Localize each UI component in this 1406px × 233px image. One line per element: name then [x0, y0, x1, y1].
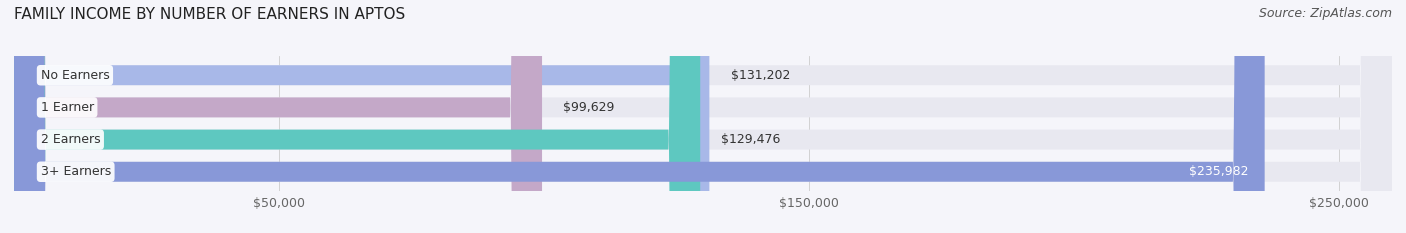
FancyBboxPatch shape [14, 0, 700, 233]
Text: $99,629: $99,629 [564, 101, 614, 114]
FancyBboxPatch shape [14, 0, 1392, 233]
Text: 2 Earners: 2 Earners [41, 133, 100, 146]
FancyBboxPatch shape [14, 0, 1392, 233]
Text: $131,202: $131,202 [731, 69, 790, 82]
FancyBboxPatch shape [14, 0, 1392, 233]
FancyBboxPatch shape [14, 0, 710, 233]
Text: $129,476: $129,476 [721, 133, 780, 146]
Text: 1 Earner: 1 Earner [41, 101, 94, 114]
Text: FAMILY INCOME BY NUMBER OF EARNERS IN APTOS: FAMILY INCOME BY NUMBER OF EARNERS IN AP… [14, 7, 405, 22]
Text: $235,982: $235,982 [1189, 165, 1249, 178]
FancyBboxPatch shape [14, 0, 543, 233]
Text: 3+ Earners: 3+ Earners [41, 165, 111, 178]
FancyBboxPatch shape [14, 0, 1392, 233]
Text: Source: ZipAtlas.com: Source: ZipAtlas.com [1258, 7, 1392, 20]
Text: No Earners: No Earners [41, 69, 110, 82]
FancyBboxPatch shape [14, 0, 1264, 233]
